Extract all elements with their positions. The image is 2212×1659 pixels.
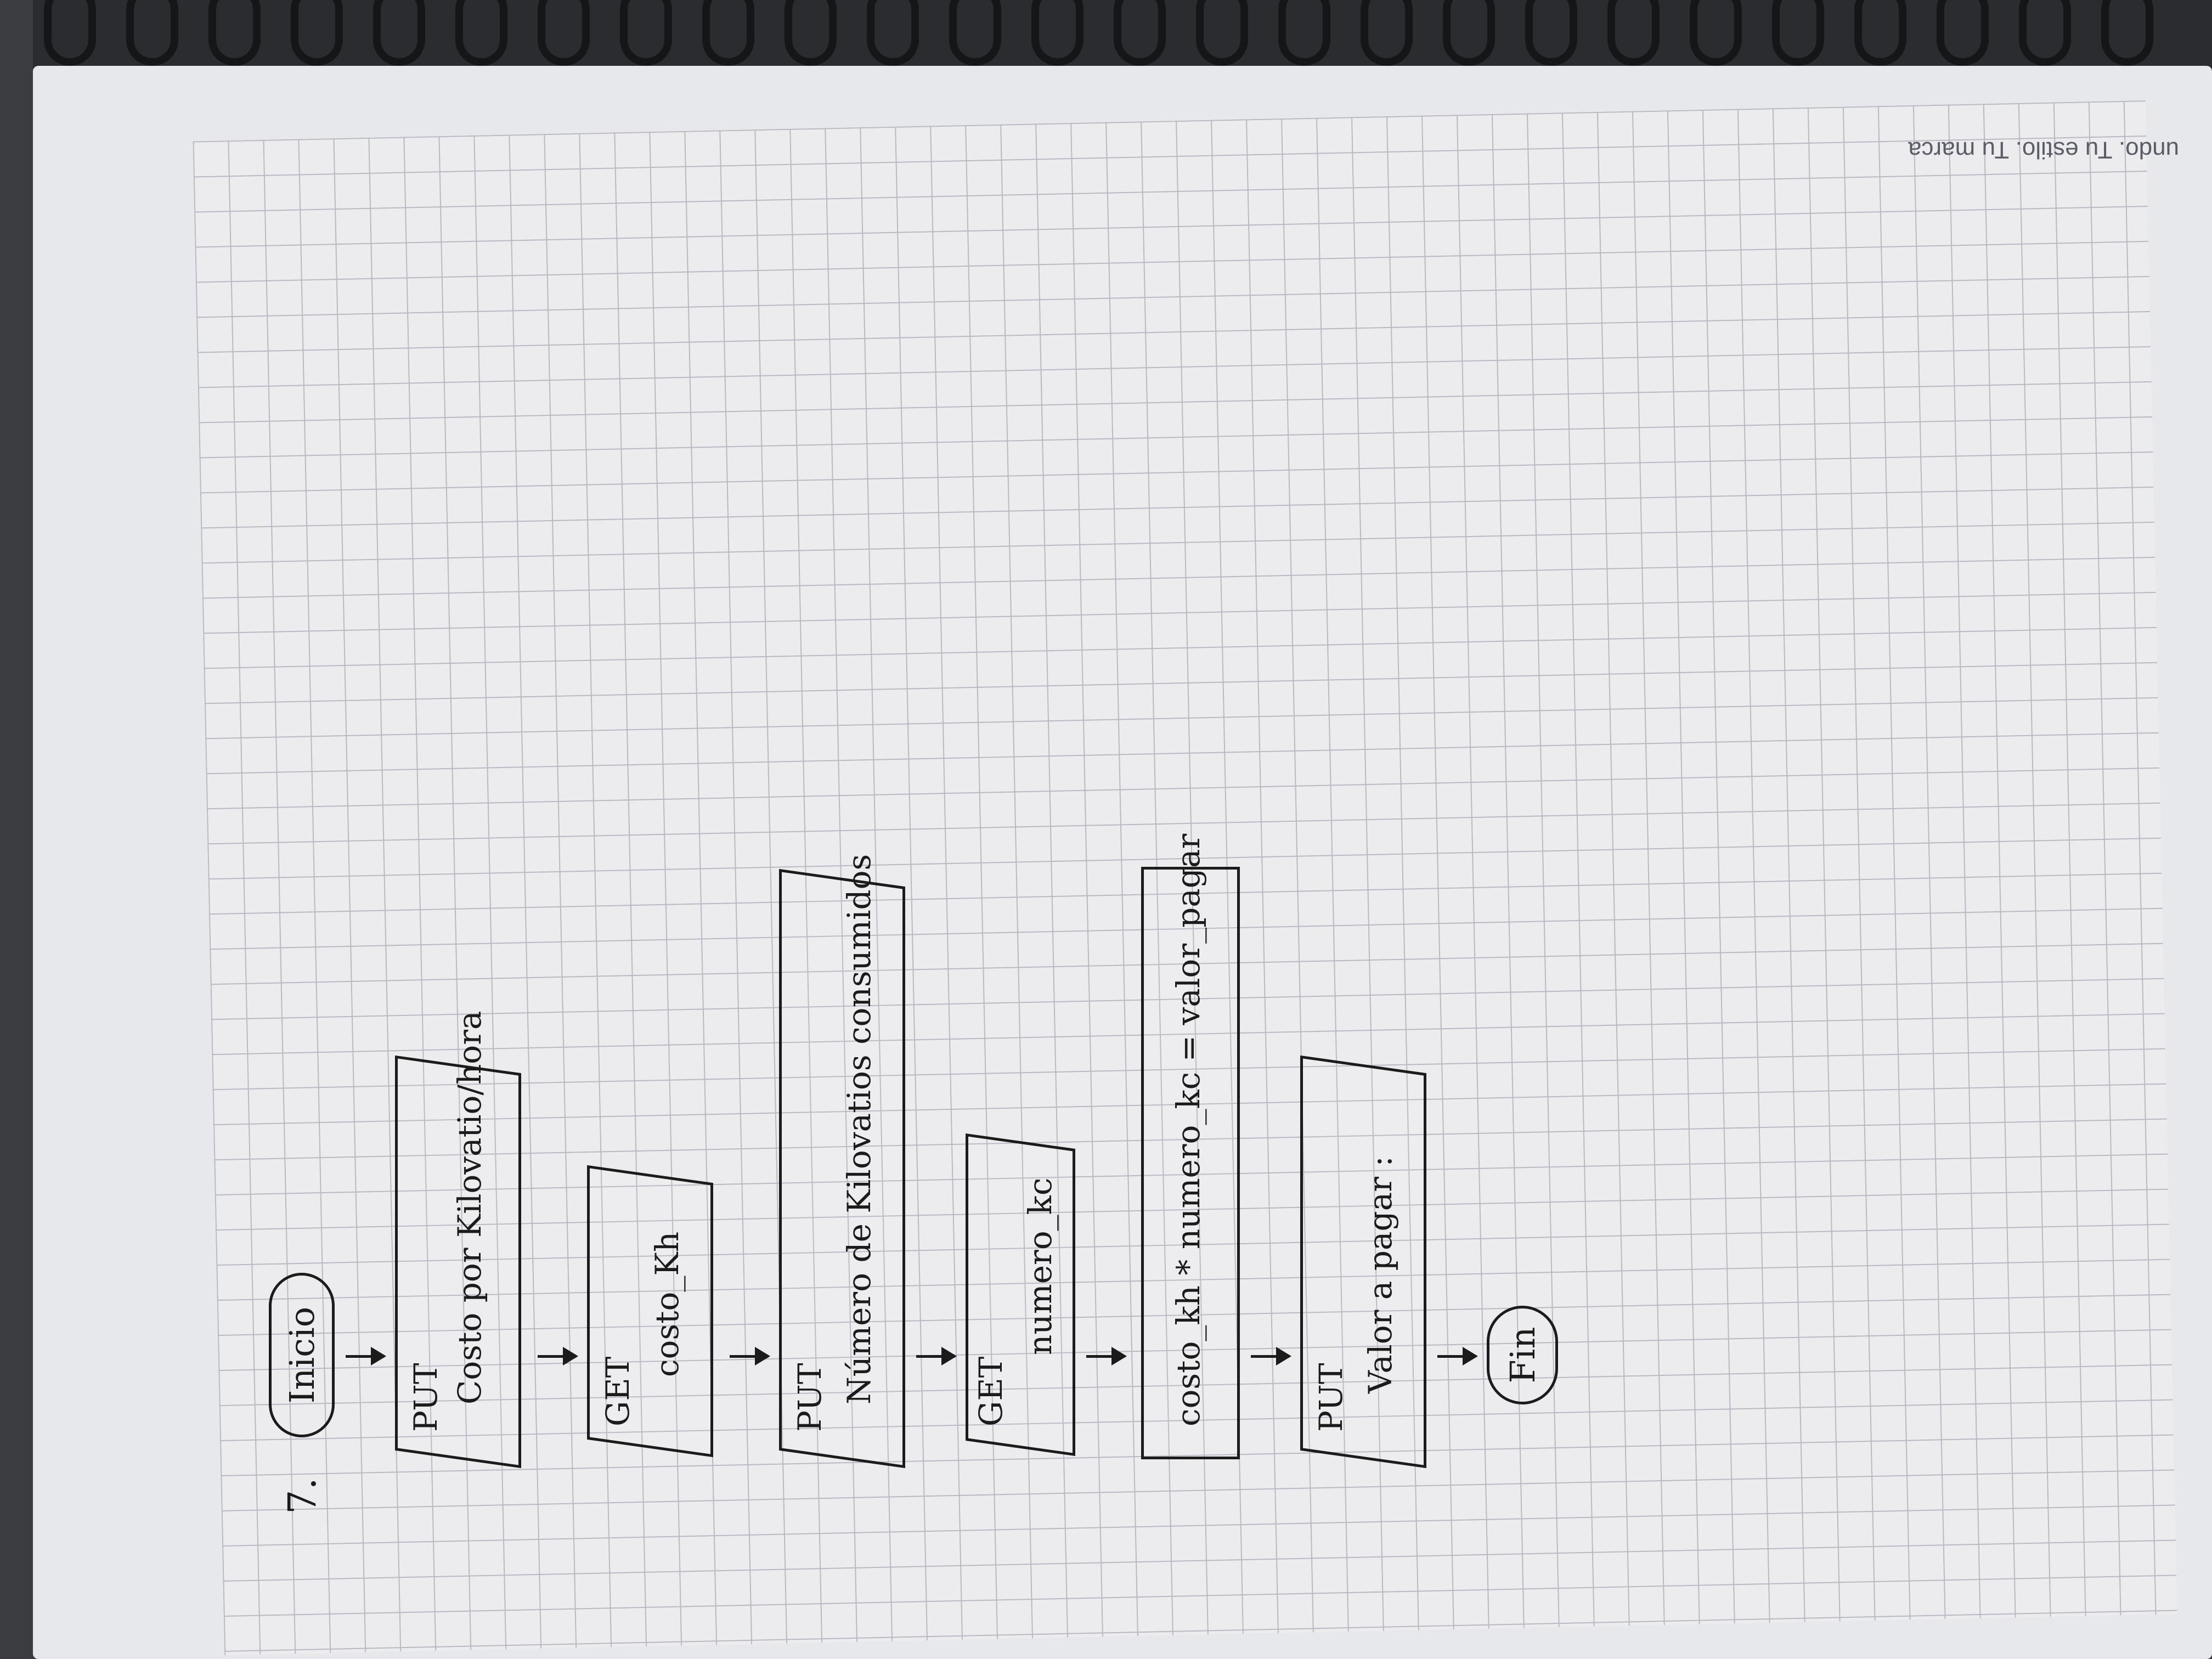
- step-4-keyword: GET: [972, 1356, 1009, 1426]
- step-4-text: numero_kc: [1022, 1177, 1059, 1355]
- step-6-keyword: PUT: [1312, 1363, 1350, 1432]
- spiral-ring: [1196, 0, 1248, 66]
- flowchart: 7. Inicio PUT Costo por Kilovatio/hora G…: [198, 110, 1843, 1536]
- spiral-ring: [1854, 0, 1906, 66]
- spiral-ring: [1031, 0, 1084, 66]
- arrow-5: [1086, 1355, 1125, 1358]
- spiral-ring: [208, 0, 261, 66]
- spiral-ring: [1278, 0, 1330, 66]
- spiral-ring: [2101, 0, 2153, 66]
- step-1-text: Costo por Kilovatio/hora: [451, 1011, 488, 1404]
- exercise-number: 7.: [280, 1477, 325, 1514]
- start-label: Inicio: [281, 1306, 322, 1404]
- spiral-ring: [455, 0, 507, 66]
- end-label: Fin: [1502, 1327, 1543, 1384]
- notebook-page: undo. Tu estilo. Tu marca: [33, 66, 2212, 1659]
- spiral-ring: [291, 0, 343, 66]
- start-terminal: Inicio: [269, 1273, 335, 1437]
- arrow-2: [538, 1355, 576, 1358]
- step-2-text: costo_Kh: [648, 1231, 686, 1377]
- spiral-ring: [1772, 0, 1824, 66]
- spiral-ring: [785, 0, 837, 66]
- spiral-ring: [702, 0, 754, 66]
- arrow-4: [916, 1355, 955, 1358]
- brand-footer: undo. Tu estilo. Tu marca: [1908, 137, 2179, 163]
- spiral-ring: [1114, 0, 1166, 66]
- spiral-ring: [1937, 0, 1989, 66]
- step-2-keyword: GET: [599, 1356, 636, 1426]
- arrow-6: [1251, 1355, 1289, 1358]
- step-3-text: Número de Kilovatios consumidos: [840, 854, 878, 1404]
- spiral-ring: [949, 0, 1001, 66]
- end-terminal: Fin: [1487, 1306, 1558, 1404]
- spiral-ring: [126, 0, 178, 66]
- spiral-ring: [620, 0, 672, 66]
- spiral-binding: [33, 0, 2212, 71]
- arrow-7: [1437, 1355, 1476, 1358]
- step-1-keyword: PUT: [407, 1363, 444, 1432]
- spiral-ring: [538, 0, 590, 66]
- arrow-1: [346, 1355, 384, 1358]
- spiral-ring: [1443, 0, 1495, 66]
- spiral-ring: [1690, 0, 1742, 66]
- spiral-ring: [1607, 0, 1660, 66]
- spiral-ring: [373, 0, 425, 66]
- arrow-3: [730, 1355, 768, 1358]
- step-6-text: Valor a pagar :: [1362, 1156, 1399, 1393]
- spiral-ring: [1361, 0, 1413, 66]
- spiral-ring: [1525, 0, 1577, 66]
- spiral-ring: [2019, 0, 2071, 66]
- step-5-text: costo_kh * numero_kc = valor_pagar: [1170, 833, 1207, 1426]
- spiral-ring: [867, 0, 919, 66]
- spiral-ring: [44, 0, 96, 66]
- step-3-keyword: PUT: [791, 1363, 828, 1432]
